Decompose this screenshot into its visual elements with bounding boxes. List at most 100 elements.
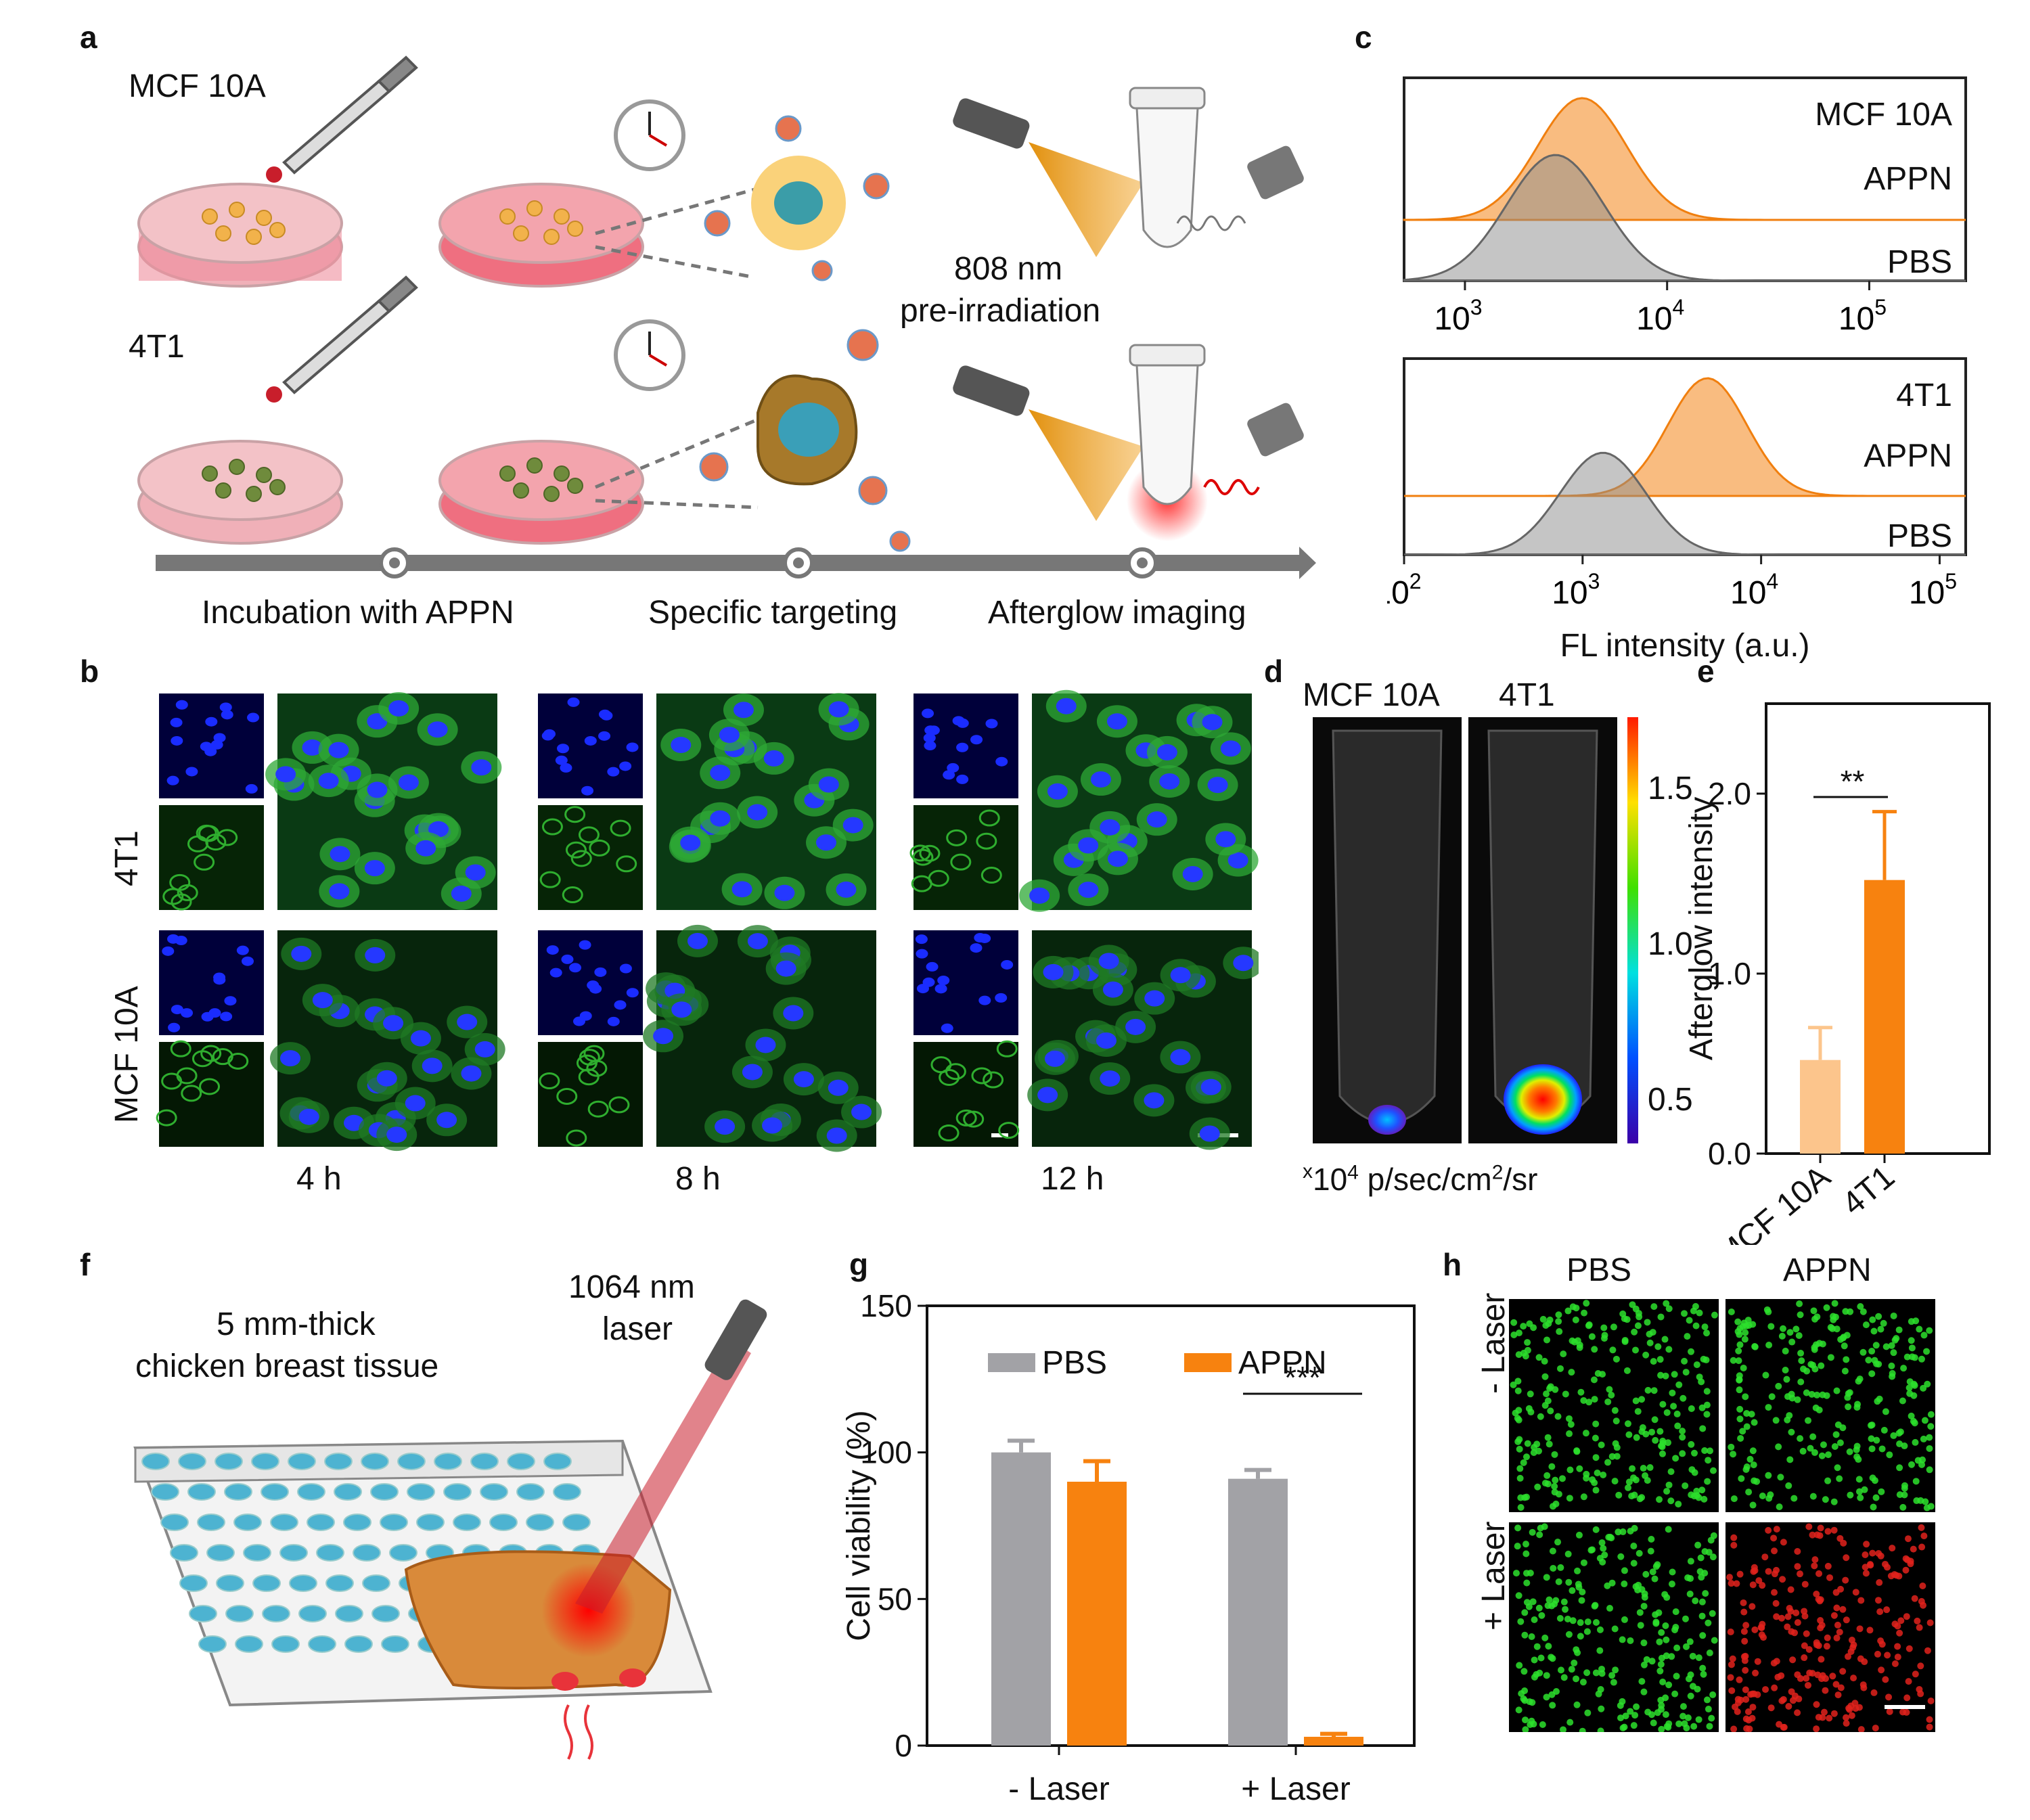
cell-dot <box>1826 1714 1833 1722</box>
cell-dot <box>1632 1397 1640 1405</box>
cell-dot <box>1687 1671 1694 1679</box>
cell-dot <box>1740 1628 1748 1635</box>
cell-dot <box>1908 1412 1915 1419</box>
label-mcf10a: MCF 10A <box>129 68 266 104</box>
cell-dot <box>1740 1599 1747 1606</box>
cell-dot <box>1855 1488 1863 1495</box>
cell-dot <box>1736 1570 1744 1578</box>
nucleus-mark <box>995 756 1008 767</box>
cell-dot <box>1837 1684 1845 1691</box>
cell-outline <box>955 1109 977 1127</box>
cell-dot <box>1639 1424 1646 1431</box>
cell-dot <box>1566 1495 1573 1502</box>
nucleus-mark <box>594 967 607 977</box>
nucleus-mark <box>213 975 226 985</box>
pipette-icon <box>266 275 418 403</box>
cell-dot <box>1785 1482 1792 1489</box>
cell-dot <box>1777 1474 1784 1481</box>
nucleus-mark <box>312 992 333 1009</box>
cell-dot <box>1656 1496 1663 1503</box>
panel-label-c: c <box>1355 20 1372 55</box>
well <box>298 1605 327 1622</box>
cell-dot <box>1759 1582 1766 1589</box>
cell-dot <box>1813 1531 1821 1539</box>
cell-dot <box>1839 1424 1847 1432</box>
scale-bar <box>1885 1705 1925 1709</box>
cell-dot <box>1861 1486 1868 1493</box>
cell-dot <box>1908 1353 1916 1361</box>
cell-dot <box>1656 1667 1664 1675</box>
cell-dot <box>1529 1528 1536 1536</box>
cell-dot <box>1763 1306 1771 1313</box>
cell-dot <box>1531 1444 1538 1451</box>
colorbar-tick: 1.5 <box>1648 771 1693 806</box>
nucleus-mark <box>1106 713 1127 730</box>
cell-outline <box>570 850 592 867</box>
nucleus-mark <box>755 1037 776 1053</box>
cell-dot <box>1610 1679 1617 1686</box>
nucleus-mark <box>205 716 218 727</box>
x-tick-label: 102 <box>1387 569 1422 611</box>
cell-dot <box>1888 1342 1895 1349</box>
cell-dot <box>1862 1321 1870 1329</box>
cell-dot <box>1524 1440 1531 1447</box>
cell-dot <box>1890 1312 1897 1319</box>
cell-dot <box>1815 1570 1823 1577</box>
cell-dot <box>1903 1694 1911 1702</box>
cell-dot <box>1592 1526 1600 1533</box>
cell-dot <box>1887 1572 1895 1580</box>
cell-dot <box>1530 1324 1537 1332</box>
cell-dot <box>1646 1330 1653 1338</box>
cell-dot <box>1591 1346 1598 1353</box>
cell-dot <box>1884 1652 1891 1659</box>
x-tick-label: MCF 10A <box>1709 1159 1837 1245</box>
nucleus-mark <box>567 697 580 707</box>
nucleus-mark <box>653 1028 674 1045</box>
cell-dot <box>1690 1449 1698 1457</box>
cell-dot <box>1908 1344 1916 1352</box>
cell-dot <box>1524 1339 1531 1346</box>
cell-dot <box>1657 1371 1665 1379</box>
cell-dot <box>1599 1558 1606 1566</box>
cell-dot <box>1549 1702 1556 1709</box>
cell-dot <box>1634 1322 1642 1329</box>
cell-dot <box>1699 1425 1707 1432</box>
cell-dot <box>1652 1436 1659 1444</box>
cell-dot <box>1510 1381 1517 1388</box>
nucleus-mark <box>560 763 572 773</box>
cell-dot <box>1634 1408 1642 1415</box>
cell-dot <box>1857 1726 1865 1732</box>
cell-dot <box>1818 1675 1826 1683</box>
cell-dot <box>1565 1578 1573 1586</box>
cell-dot <box>1895 1326 1903 1334</box>
cell-dot <box>1853 1446 1860 1453</box>
nucleus-mark <box>181 1008 194 1018</box>
y-tick-label: 0.0 <box>1708 1136 1751 1171</box>
cell-dot <box>1662 1372 1669 1380</box>
cell-dot <box>1771 1547 1778 1555</box>
panel-label-g: g <box>849 1247 869 1282</box>
cell-dot <box>1779 1576 1786 1583</box>
cell-dot <box>1787 1608 1795 1615</box>
laser-1064-icon <box>704 1299 767 1380</box>
x-tick-label: 104 <box>1636 295 1684 337</box>
cell-dot <box>1612 1355 1620 1363</box>
cell-dot <box>1765 1341 1773 1348</box>
cell-dot <box>1740 1364 1747 1371</box>
cell-outline <box>562 886 583 904</box>
cell-dot <box>1876 1579 1883 1587</box>
well <box>178 1453 206 1470</box>
cell-dot <box>1546 1385 1554 1392</box>
cell-outline <box>608 1096 630 1114</box>
laser-808-top <box>953 98 1144 257</box>
well <box>225 1605 254 1622</box>
cell-dot <box>1780 1723 1787 1731</box>
cell-dot <box>1551 1482 1558 1490</box>
cell-outline <box>945 1063 966 1080</box>
cell-dot <box>1690 1307 1697 1315</box>
chart-g: 0 50 100 150 Cell viability (%) - Laser + Lase… <box>842 1288 1416 1807</box>
cell-dot <box>1749 1501 1757 1509</box>
cell-dot <box>1907 1560 1914 1568</box>
cell-dot <box>1705 1619 1712 1626</box>
cell-dot <box>1560 1598 1568 1606</box>
